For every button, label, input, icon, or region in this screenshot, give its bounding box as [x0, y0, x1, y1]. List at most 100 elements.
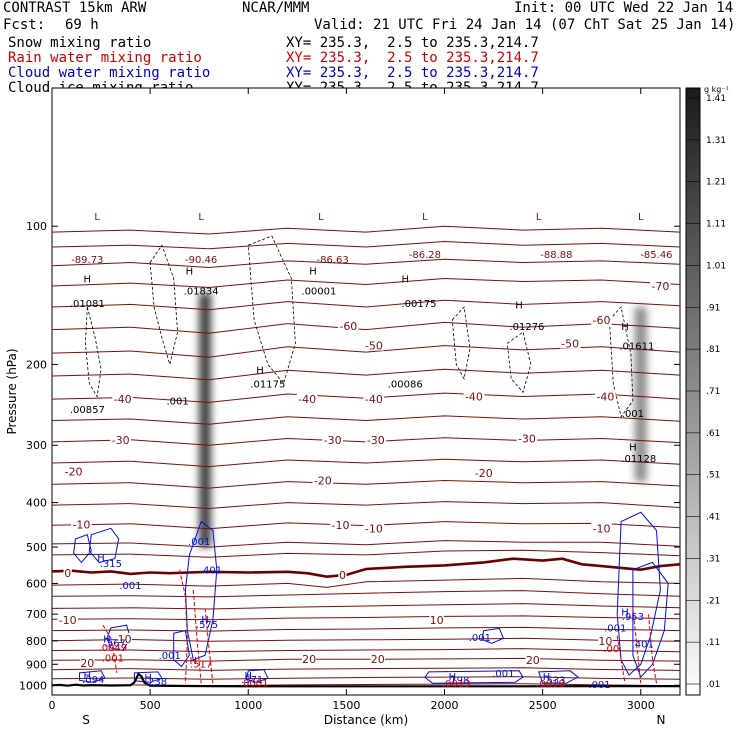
- y-tick-label-7: 800: [26, 635, 47, 648]
- extremum-label-15: .00175: [401, 299, 436, 310]
- isotherm-label-19: -10: [365, 522, 383, 535]
- cloud-water-contour-10: [481, 627, 505, 644]
- isotherm-label-23: -10: [59, 614, 77, 627]
- cloud-water-contour-4: [173, 629, 190, 668]
- isotherm-label-26: 10: [598, 635, 612, 648]
- extremum-label-53: H: [449, 672, 457, 683]
- isotherm-line-13: [52, 501, 680, 510]
- isotherm-line-1: [52, 240, 680, 250]
- extremum-label-31: .01128: [621, 454, 656, 465]
- extremum-label-12: L: [422, 212, 428, 223]
- x-tick-label-4: 2000: [431, 699, 459, 712]
- x-tick-label-3: 1500: [332, 699, 360, 712]
- cloud-water-contour-5: [79, 670, 106, 683]
- terrain-line: [52, 672, 680, 688]
- extremum-label-17: -88.88: [540, 250, 572, 261]
- isotherm-label-8: -40: [465, 391, 483, 404]
- colorbar-unit: g kg⁻¹: [704, 85, 729, 94]
- snow-contour-4: [506, 331, 532, 394]
- extremum-label-9: -86.63: [317, 255, 349, 266]
- isotherm-label-bg-13: [516, 432, 538, 444]
- isotherm-line-22: [52, 637, 680, 642]
- isotherm-line-2: [52, 258, 680, 269]
- x-tick-label-6: 3000: [627, 699, 655, 712]
- extremum-label-36: .001: [119, 581, 141, 592]
- isotherm-label-bg-14: [63, 465, 84, 477]
- isotherm-label-bg-10: [110, 433, 131, 445]
- isotherm-label-bg-0: [650, 280, 671, 292]
- legend-rain-label: Rain water mixing ratio: [8, 50, 202, 66]
- extremum-label-34: .001: [188, 537, 210, 548]
- isotherm-line-9: [52, 415, 680, 425]
- extremum-label-22: H: [621, 322, 629, 333]
- cloud-water-contour-9: [538, 670, 579, 684]
- isotherm-label-bg-1: [338, 320, 359, 332]
- forecast-hours: 69 h: [65, 17, 99, 33]
- colorbar-tick-label-4: .41: [706, 513, 720, 523]
- extremum-label-6: H: [186, 267, 194, 278]
- y-axis-label: Pressure (hPa): [5, 348, 19, 434]
- isotherm-line-20: [52, 615, 680, 621]
- extremum-label-27: .00857: [70, 405, 105, 416]
- extremum-label-37: H: [201, 615, 209, 626]
- isotherm-label-bg-11: [322, 433, 343, 445]
- extremum-label-44: H: [190, 656, 198, 667]
- extremum-label-23: .01611: [619, 342, 654, 353]
- cloud-water-contour-0: [73, 534, 92, 564]
- rain-contour-3: [102, 624, 118, 673]
- colorbar-tick-label-5: .51: [706, 471, 720, 481]
- extremum-label-51: .371: [241, 675, 263, 686]
- isotherm-label-27: 20: [302, 653, 316, 666]
- isotherm-label-bg-24: [429, 613, 444, 625]
- y-tick-label-3: 400: [26, 497, 47, 510]
- isotherm-label-0: -70: [651, 280, 669, 293]
- isotherm-label-bg-8: [463, 390, 485, 402]
- rain-contour-5: [632, 608, 642, 684]
- isotherm-label-bg-3: [363, 339, 385, 351]
- extremum-label-42: .001: [102, 654, 124, 665]
- isotherm-line-0: [52, 225, 680, 235]
- colorbar-tick-label-3: .31: [706, 554, 720, 564]
- extremum-label-25: .01175: [250, 379, 285, 390]
- colorbar-tick-label-14: 1.41: [706, 94, 726, 104]
- extremum-label-5: -90.46: [185, 255, 217, 266]
- extremum-label-57: H: [543, 672, 551, 683]
- extremum-label-65: .401: [632, 639, 654, 650]
- isotherm-label-10: -30: [112, 434, 130, 447]
- isotherm-label-25: 10: [118, 633, 132, 646]
- extremum-label-64: .001: [604, 623, 626, 634]
- isotherm-label-3: -50: [365, 340, 383, 353]
- isotherm-label-29: 20: [526, 654, 540, 667]
- legend-rain-xy: XY= 235.3, 2.5 to 235.3,214.7: [286, 50, 539, 66]
- isotherm-line-15: [52, 540, 680, 548]
- isotherm-label-bg-21: [63, 567, 72, 579]
- plot-frame: [51, 87, 681, 696]
- extremum-label-0: L: [94, 212, 100, 223]
- y-tick-label-1: 200: [26, 358, 47, 371]
- isotherm-label-22: 0: [339, 569, 346, 582]
- south-end-label: S: [82, 713, 90, 727]
- isotherm-label-bg-19: [363, 522, 385, 534]
- isotherm-label-30: 20: [80, 657, 94, 670]
- isotherm-label-bg-7: [363, 393, 385, 405]
- isotherm-label-21: 0: [64, 567, 71, 580]
- rain-contour-0: [179, 569, 188, 684]
- extremum-label-38: .575: [196, 620, 218, 631]
- isotherm-line-19: [52, 603, 680, 610]
- extremum-label-63: .953: [622, 612, 644, 623]
- isotherm-line-12: [52, 479, 680, 489]
- isotherm-label-2: -60: [593, 314, 611, 327]
- rain-contour-1: [192, 589, 202, 684]
- isotherm-label-bg-22: [338, 568, 347, 580]
- extremum-label-11: .00001: [301, 286, 336, 297]
- isotherm-label-bg-28: [370, 653, 385, 665]
- isotherm-label-bg-26: [598, 634, 613, 646]
- legend-cloud-water-label: Cloud water mixing ratio: [8, 65, 211, 81]
- colorbar-tick-label-9: .91: [706, 303, 720, 313]
- isotherm-label-bg-18: [330, 519, 351, 531]
- cloud-water-contour-7: [245, 669, 269, 683]
- cloud-water-contour-12: [632, 561, 669, 679]
- colorbar-tick-label-0: .01: [706, 680, 720, 690]
- extremum-label-49: .238: [145, 677, 167, 688]
- isotherm-label-5: -40: [114, 393, 132, 406]
